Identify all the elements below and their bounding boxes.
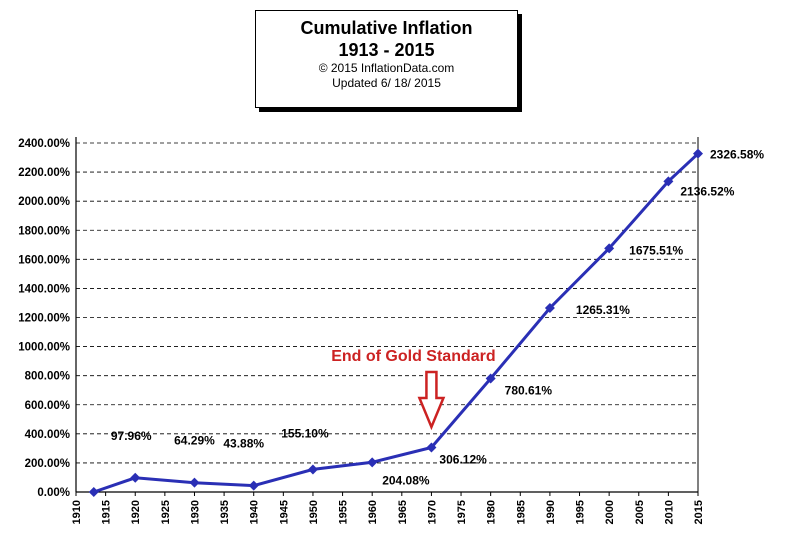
x-tick-label: 2015: [693, 500, 705, 524]
data-label: 1265.31%: [576, 303, 630, 317]
data-label: 2136.52%: [680, 184, 734, 198]
y-tick-label: 200.00%: [25, 458, 70, 470]
y-tick-label: 0.00%: [37, 487, 70, 499]
x-tick-label: 2010: [663, 500, 675, 524]
data-label: 2326.58%: [710, 148, 764, 162]
y-tick-label: 1600.00%: [18, 254, 70, 266]
y-tick-label: 2400.00%: [18, 138, 70, 150]
data-label: 780.61%: [505, 383, 553, 397]
down-arrow-icon: [417, 370, 446, 431]
data-point-marker: [604, 243, 615, 254]
data-point-marker: [248, 480, 259, 491]
y-tick-label: 1800.00%: [18, 225, 70, 237]
x-tick-label: 1960: [367, 500, 379, 524]
x-tick-label: 1955: [338, 500, 350, 524]
x-tick-label: 2005: [634, 500, 646, 524]
x-tick-label: 1995: [575, 500, 587, 524]
x-tick-label: 1915: [101, 500, 113, 524]
data-point-marker: [189, 477, 200, 488]
title-box: Cumulative Inflation 1913 - 2015 © 2015 …: [255, 10, 518, 108]
data-point-marker: [367, 457, 378, 468]
x-tick-label: 1965: [397, 500, 409, 524]
chart-subtitle: 1913 - 2015: [338, 40, 435, 60]
y-tick-label: 600.00%: [25, 400, 70, 412]
x-tick-label: 1910: [71, 500, 83, 524]
data-label: 97.96%: [111, 429, 152, 443]
data-label: 155.10%: [281, 426, 329, 440]
x-tick-label: 1980: [486, 500, 498, 524]
chart-title: Cumulative Inflation: [300, 18, 473, 38]
x-tick-label: 1970: [426, 500, 438, 524]
x-tick-label: 1940: [249, 500, 261, 524]
data-label: 64.29%: [174, 434, 215, 448]
data-label: 204.08%: [382, 473, 430, 487]
data-point-marker: [426, 442, 437, 453]
x-tick-label: 1985: [515, 500, 527, 524]
data-point-marker: [485, 373, 496, 384]
x-tick-label: 1990: [545, 500, 557, 524]
y-tick-label: 1000.00%: [18, 342, 70, 354]
y-tick-label: 1200.00%: [18, 313, 70, 325]
x-tick-label: 1920: [130, 500, 142, 524]
x-tick-label: 1935: [219, 500, 231, 524]
data-label: 43.88%: [223, 437, 264, 451]
x-tick-label: 1975: [456, 500, 468, 524]
data-point-marker: [663, 176, 674, 187]
data-point-marker: [88, 487, 99, 497]
y-tick-label: 400.00%: [25, 429, 70, 441]
y-tick-label: 800.00%: [25, 371, 70, 383]
y-tick-label: 2000.00%: [18, 196, 70, 208]
data-label: 1675.51%: [629, 243, 683, 257]
copyright-text: © 2015 InflationData.com: [318, 61, 455, 75]
series-line: [93, 152, 700, 494]
updated-text: Updated 6/ 18/ 2015: [332, 76, 441, 90]
x-tick-label: 2000: [604, 500, 616, 524]
data-point-marker: [130, 472, 141, 483]
annotation-text: End of Gold Standard: [331, 348, 495, 365]
y-tick-label: 2200.00%: [18, 167, 70, 179]
data-label: 306.12%: [439, 452, 487, 466]
data-point-marker: [544, 303, 555, 314]
x-tick-label: 1950: [308, 500, 320, 524]
data-point-marker: [307, 464, 318, 475]
x-tick-label: 1930: [189, 500, 201, 524]
y-tick-label: 1400.00%: [18, 283, 70, 295]
data-point-marker: [693, 148, 703, 159]
x-tick-label: 1925: [160, 500, 172, 524]
x-tick-label: 1945: [278, 500, 290, 524]
